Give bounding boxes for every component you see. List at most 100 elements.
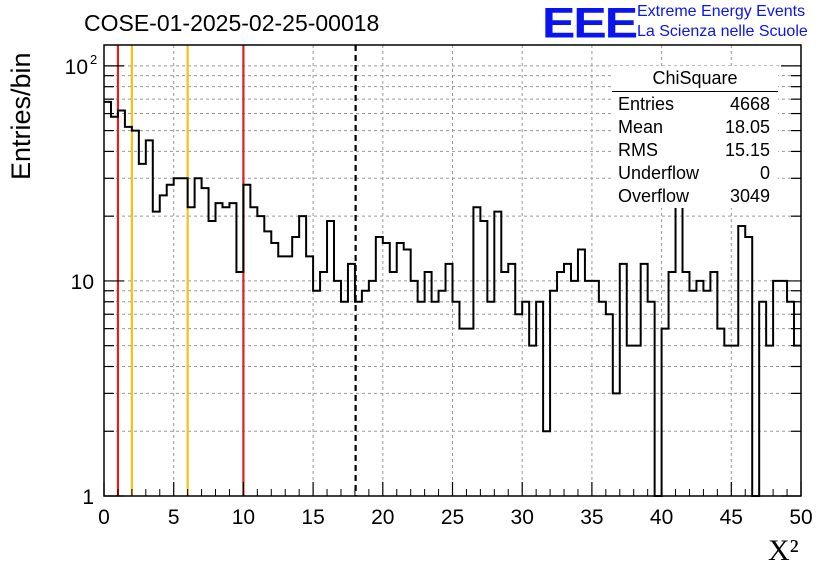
histogram-bin — [229, 203, 236, 496]
histogram-bin — [418, 302, 425, 496]
histogram-bin — [466, 329, 473, 496]
histogram-bin — [669, 272, 676, 496]
histogram-bin — [222, 207, 229, 496]
y-tick-label: 10 — [65, 56, 88, 79]
stats-row-underflow: Underflow 0 — [612, 162, 778, 185]
histogram-bin — [738, 226, 745, 496]
histogram-bin — [703, 291, 710, 496]
histogram-bin — [209, 221, 216, 496]
stats-label: Underflow — [618, 163, 700, 183]
histogram-bin — [515, 314, 522, 496]
histogram-bin — [773, 281, 780, 496]
histogram-bin — [236, 272, 243, 496]
y-tick-exponent: 2 — [90, 52, 97, 67]
histogram-bin — [362, 291, 369, 496]
x-tick-label: 40 — [650, 506, 673, 529]
histogram-bin — [376, 237, 383, 496]
histogram-bin — [487, 302, 494, 496]
histogram-bin — [696, 281, 703, 496]
x-tick-label: 10 — [232, 506, 255, 529]
histogram-bin — [648, 302, 655, 496]
histogram-bin — [146, 140, 153, 496]
histogram-bin — [313, 291, 320, 496]
stats-value: 0 — [759, 163, 770, 183]
histogram-bin — [125, 127, 132, 496]
stats-row-entries: Entries 4668 — [612, 93, 778, 116]
histogram-bin — [104, 102, 111, 496]
stats-box: ChiSquare Entries 4668 Mean 18.05 RMS 15.15 Un… — [612, 66, 778, 208]
histogram-bin — [299, 216, 306, 496]
x-tick-label: 35 — [580, 506, 603, 529]
x-tick-label: 0 — [98, 506, 110, 529]
histogram-bin — [529, 346, 536, 496]
histogram-bin — [271, 243, 278, 496]
histogram-bin — [167, 185, 174, 496]
chart-title: COSE-01-2025-02-25-00018 — [84, 10, 380, 36]
stats-label: Overflow — [618, 186, 690, 206]
stats-rows: Entries 4668 Mean 18.05 RMS 15.15 Underflow 0 Ov… — [612, 93, 778, 208]
histogram-bin — [599, 302, 606, 496]
histogram-bin — [439, 291, 446, 496]
histogram-bin — [676, 203, 683, 496]
histogram-bin — [620, 264, 627, 496]
histogram-bin — [683, 272, 690, 496]
histogram-bin — [794, 346, 801, 496]
histogram-bin — [724, 346, 731, 496]
histogram-bin — [369, 281, 376, 496]
histogram-bin — [160, 195, 167, 496]
histogram-bin — [132, 131, 139, 496]
histogram-bin — [536, 302, 543, 496]
logo-caption: Extreme Energy Events La Scienza nelle S… — [637, 2, 808, 42]
x-axis-label-text: X² — [768, 534, 799, 567]
histogram-bin — [390, 272, 397, 496]
x-tick-label: 15 — [301, 506, 324, 529]
stats-row-rms: RMS 15.15 — [612, 139, 778, 162]
histogram-bin — [543, 431, 550, 496]
x-tick-label: 45 — [720, 506, 743, 529]
histogram-bin — [355, 302, 362, 496]
histogram-bin — [285, 256, 292, 496]
histogram-bin — [334, 281, 341, 496]
stats-value: 4668 — [729, 94, 770, 114]
stats-label: Entries — [618, 94, 675, 114]
histogram-bin — [348, 264, 355, 496]
histogram-bin — [264, 231, 271, 496]
histogram-bin — [327, 221, 334, 496]
histogram-bin — [292, 237, 299, 496]
histogram-bin — [250, 207, 257, 496]
histogram-bin — [118, 110, 125, 496]
histogram-bin — [341, 302, 348, 496]
histogram-bin — [662, 329, 669, 496]
histogram-bin — [745, 237, 752, 496]
histogram-bin — [564, 264, 571, 496]
histogram-bin — [557, 272, 564, 496]
histogram-bin — [111, 117, 118, 496]
histogram-bin — [320, 272, 327, 496]
histogram-bin — [174, 178, 181, 496]
histogram-bin — [446, 264, 453, 496]
y-axis-label: Entries/bin — [6, 52, 36, 180]
histogram-bin — [592, 281, 599, 496]
histogram-bin — [397, 243, 404, 496]
histogram-bin — [759, 302, 766, 496]
logo-caption-line1: Extreme Energy Events — [637, 3, 806, 20]
x-axis-label: X² — [768, 534, 799, 568]
histogram-bin — [606, 314, 613, 496]
histogram-bin — [613, 393, 620, 496]
histogram-bin — [501, 272, 508, 496]
x-tick-label: 50 — [789, 506, 812, 529]
stats-row-mean: Mean 18.05 — [612, 116, 778, 139]
histogram-bin — [717, 329, 724, 496]
histogram-bin — [383, 243, 390, 496]
histogram-bin — [188, 207, 195, 496]
logo-caption-line2: La Scienza nelle Scuole — [637, 23, 808, 40]
stats-title: ChiSquare — [612, 66, 778, 92]
histogram-bin — [731, 346, 738, 496]
histogram-bin — [278, 256, 285, 496]
histogram-bin — [243, 185, 250, 496]
histogram-bin — [306, 256, 313, 496]
stats-label: RMS — [618, 140, 658, 160]
histogram-bin — [480, 221, 487, 496]
histogram-bin — [216, 203, 223, 496]
